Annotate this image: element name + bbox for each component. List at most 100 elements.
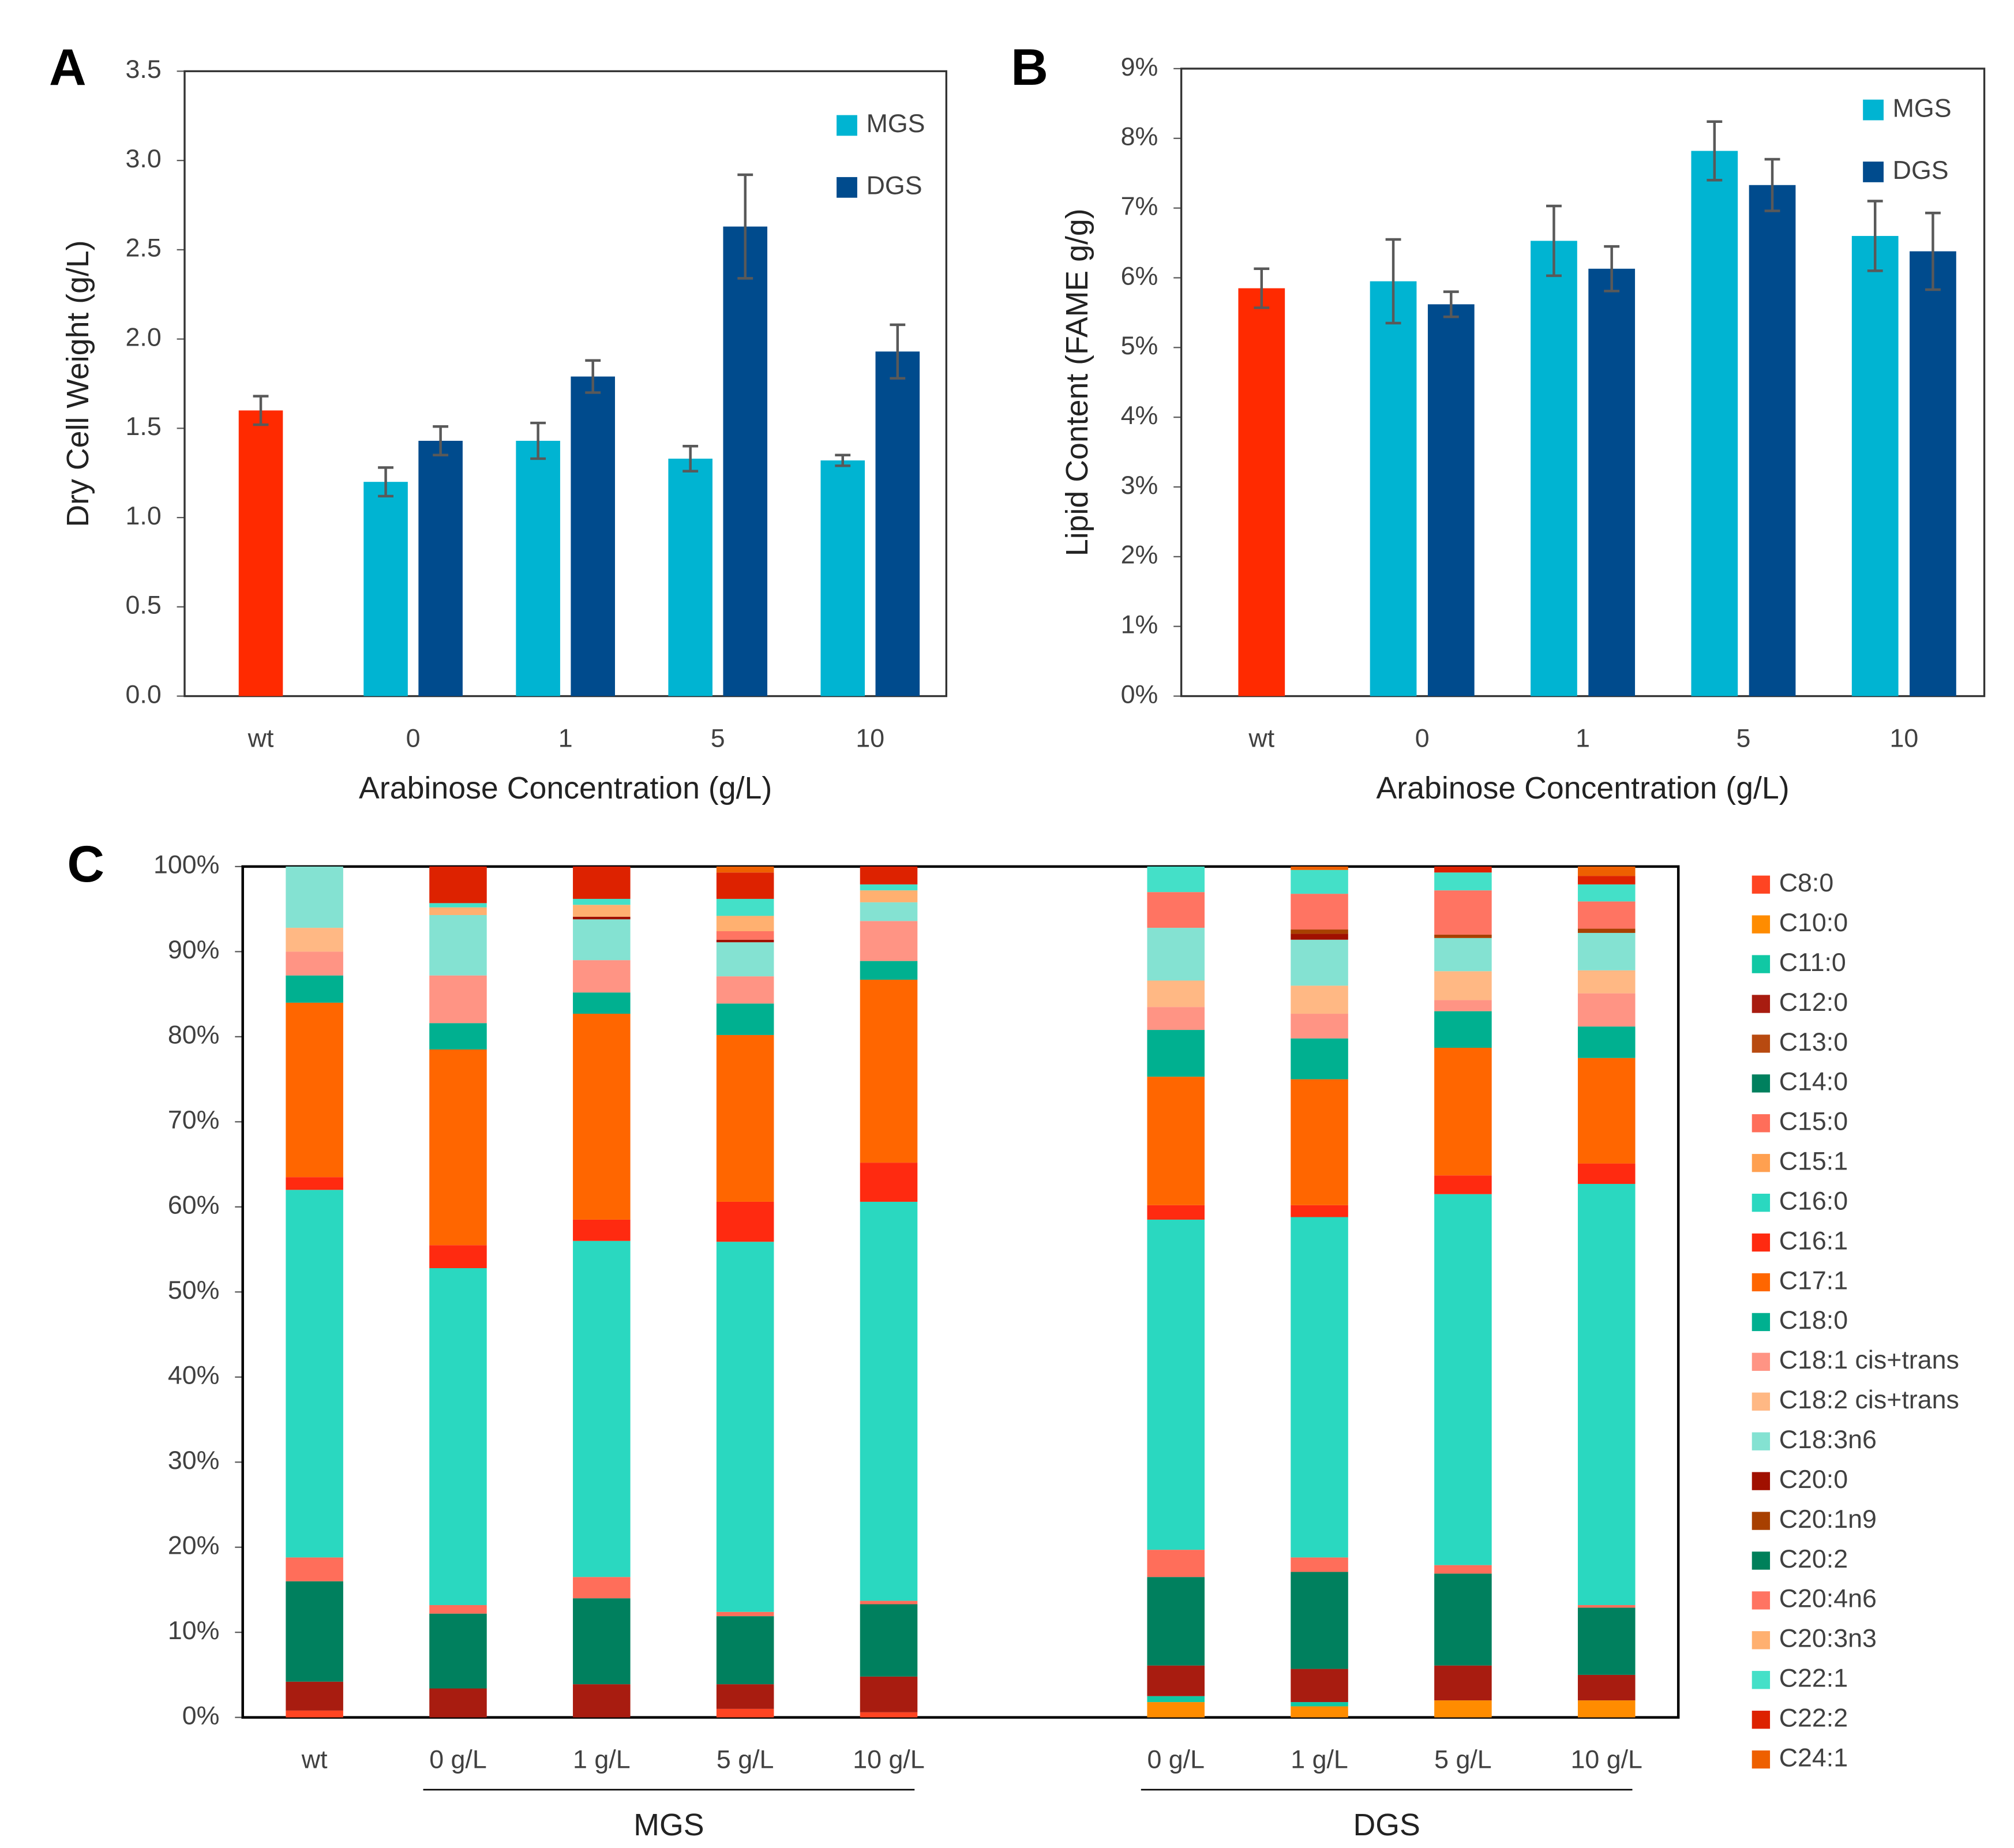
bar-segment [1291,934,1348,940]
bar [1851,235,1899,696]
y-tick-label: 90% [168,935,220,964]
bar-segment [1291,1205,1348,1217]
bar-segment [1434,1565,1492,1574]
bar-segment [1577,993,1636,1027]
bar-segment [429,907,487,915]
legend-swatch [1752,1074,1771,1093]
bar [1749,185,1796,696]
bar-segment [716,942,774,977]
y-axis-title: Lipid Content (FAME g/g) [1060,208,1094,556]
y-tick-label: 2.0 [126,323,162,351]
legend-swatch [1752,955,1771,973]
y-tick-label: 3% [1121,471,1158,500]
bar-segment [1147,1219,1205,1550]
bar-segment [429,866,487,904]
bar-segment [1434,1573,1492,1666]
error-bar [378,466,393,498]
error-bar [682,445,699,473]
plot-frame [1180,68,1986,698]
y-tick-label: 1.0 [126,501,162,530]
legend-label: MGS [867,109,925,138]
bar [418,440,463,696]
bar-segment [1291,1706,1348,1718]
panel-label: A [49,38,87,96]
group-label: DGS [1353,1808,1420,1842]
bar-segment [429,1613,487,1689]
y-tick-label: 1% [1121,610,1158,639]
legend-label: C14:0 [1779,1067,1848,1096]
y-tick-label: 3.0 [126,144,162,173]
bar-segment [1577,928,1636,933]
error-bar [1604,245,1620,293]
bar-segment [1577,932,1636,970]
bar-segment [1147,1665,1205,1696]
bar-segment [1147,928,1205,981]
bar-segment [716,1708,774,1718]
y-tick-label: 7% [1121,192,1158,220]
bar-segment [1147,1030,1205,1077]
bar-segment [1291,1669,1348,1703]
bar-segment [1434,1194,1492,1565]
bar-segment [1147,1007,1205,1030]
bar-segment [860,1604,918,1677]
bar-segment [1577,884,1636,902]
bar-segment [1291,869,1348,894]
y-tick-label: 80% [168,1021,220,1049]
legend-swatch [837,177,857,198]
bar [1427,304,1475,696]
bar-segment [716,916,774,931]
bar-segment [716,1684,774,1709]
bar-segment [429,1245,487,1268]
bar-segment [1577,1674,1636,1701]
bar [363,482,408,696]
bar-segment [286,1557,343,1581]
bar-segment [1291,1014,1348,1039]
bar-segment [429,975,487,1024]
legend-swatch [1752,1512,1771,1530]
bar-segment [429,1023,487,1049]
bar-segment [1291,985,1348,1014]
legend-swatch [1752,1034,1771,1053]
bar-segment [860,921,918,961]
plot-frame [241,865,1680,1719]
bar-segment [1147,1077,1205,1205]
x-tick-label: 1 g/L [573,1745,631,1774]
bar-segment [1434,866,1492,873]
y-tick-label: 10% [168,1616,220,1645]
legend-swatch [1752,1193,1771,1212]
bar [516,440,560,696]
bar-segment [1577,1183,1636,1605]
legend-label: C24:1 [1779,1743,1848,1772]
bar-segment [1291,1038,1348,1079]
bar-segment [429,1268,487,1605]
bar-segment [1147,866,1205,893]
bar-segment [716,1201,774,1242]
legend-label: C17:1 [1779,1266,1848,1295]
bar-segment [860,902,918,921]
bar-segment [716,1003,774,1035]
bar-segment [1577,901,1636,929]
bar-segment [429,903,487,908]
y-tick-label: 2% [1121,541,1158,569]
x-tick-label: 5 g/L [1434,1745,1492,1774]
y-tick-label: 6% [1121,261,1158,290]
bar [1691,151,1738,696]
bar-segment [1434,1048,1492,1176]
bar-segment [1291,929,1348,934]
bar-segment [429,1049,487,1246]
bar-segment [1577,1700,1636,1718]
legend-swatch [837,115,857,136]
legend-label: C11:0 [1779,948,1846,977]
bar-segment [429,1688,487,1718]
y-tick-label: 100% [153,850,219,879]
error-bar [835,453,851,467]
bar-segment [286,1681,343,1711]
bar [1238,288,1285,696]
bar [668,458,712,696]
bar-segment [429,1605,487,1614]
legend-swatch [1752,1432,1771,1450]
bar-segment [716,939,774,943]
bar-segment [1147,980,1205,1007]
legend-label: C16:1 [1779,1226,1848,1255]
bar-segment [1147,1696,1205,1703]
